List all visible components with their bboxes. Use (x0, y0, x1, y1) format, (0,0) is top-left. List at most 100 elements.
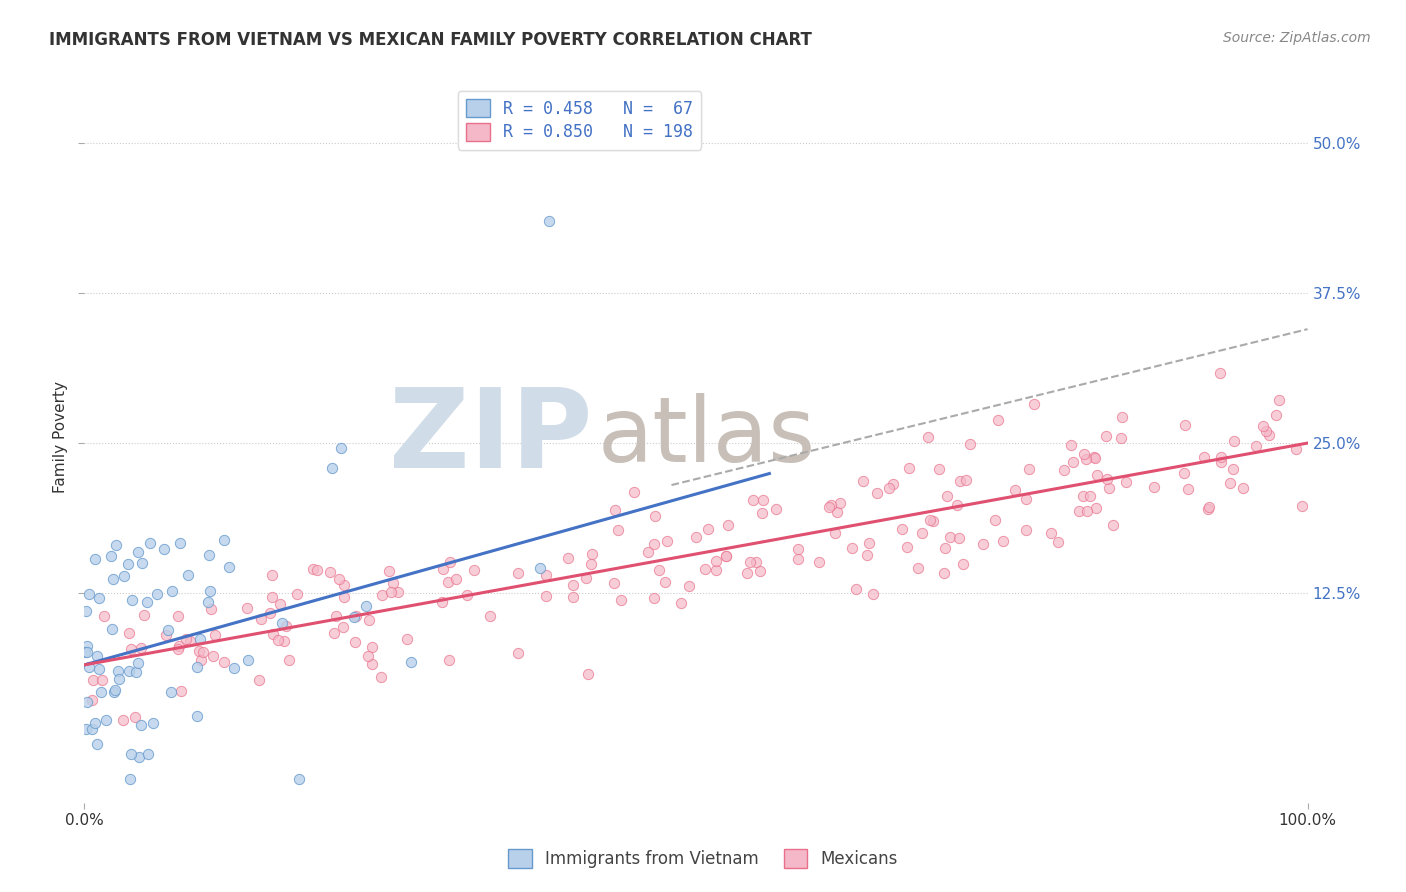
Point (330, 441, 353, 455)
Point (191, 645, 214, 659)
Point (1209, 455, 1232, 469)
Point (111, 713, 134, 727)
Point (1291, 499, 1313, 513)
Point (107, 664, 129, 678)
Point (1115, 475, 1137, 490)
Point (75, 604, 97, 618)
Point (167, 609, 190, 624)
Point (128, 750, 150, 764)
Point (1076, 504, 1098, 518)
Point (344, 608, 367, 623)
Point (877, 481, 900, 495)
Point (218, 560, 240, 574)
Point (1097, 472, 1119, 486)
Point (112, 569, 135, 583)
Point (186, 660, 208, 674)
Point (938, 530, 960, 544)
Point (249, 612, 271, 626)
Point (1080, 490, 1102, 504)
Point (1085, 468, 1108, 483)
Point (238, 653, 260, 667)
Point (190, 653, 212, 667)
Point (508, 646, 530, 660)
Point (955, 473, 977, 487)
Point (153, 542, 176, 557)
Point (752, 492, 775, 507)
Point (236, 601, 259, 615)
Point (1040, 526, 1063, 541)
Point (370, 670, 392, 684)
Point (444, 572, 467, 586)
Point (1102, 517, 1125, 532)
Point (643, 537, 665, 551)
Point (1073, 447, 1095, 461)
Point (858, 536, 880, 550)
Point (333, 577, 356, 591)
Point (1022, 397, 1045, 411)
Text: IMMIGRANTS FROM VIETNAM VS MEXICAN FAMILY POVERTY CORRELATION CHART: IMMIGRANTS FROM VIETNAM VS MEXICAN FAMIL… (49, 31, 813, 49)
Point (321, 461, 343, 475)
Point (136, 747, 159, 762)
Point (508, 566, 530, 581)
Point (654, 574, 676, 589)
Point (824, 525, 846, 540)
Point (121, 593, 143, 607)
Point (696, 522, 718, 536)
Point (1076, 452, 1098, 467)
Point (1069, 504, 1091, 518)
Point (845, 582, 868, 596)
Point (1209, 450, 1232, 465)
Point (1071, 489, 1094, 503)
Point (934, 566, 956, 580)
Point (267, 632, 290, 647)
Point (610, 592, 633, 607)
Point (437, 574, 460, 589)
Point (169, 640, 191, 654)
Point (387, 585, 409, 599)
Point (1083, 450, 1105, 464)
Point (741, 492, 763, 507)
Point (820, 499, 842, 513)
Point (1094, 429, 1116, 443)
Point (136, 595, 159, 609)
Point (198, 583, 221, 598)
Point (644, 508, 666, 523)
Point (1264, 408, 1286, 422)
Point (918, 513, 941, 527)
Point (557, 550, 579, 565)
Point (748, 565, 770, 579)
Point (1223, 434, 1246, 448)
Point (717, 518, 740, 533)
Point (322, 626, 344, 640)
Point (581, 547, 603, 561)
Point (685, 530, 707, 544)
Point (82, 673, 104, 687)
Point (378, 564, 401, 578)
Point (75, 722, 97, 736)
Point (278, 653, 301, 667)
Point (959, 436, 981, 450)
Point (637, 544, 659, 558)
Point (534, 589, 557, 603)
Point (607, 524, 630, 538)
Point (202, 648, 225, 663)
Point (94, 713, 117, 727)
Point (305, 563, 328, 577)
Point (1197, 501, 1219, 516)
Point (354, 599, 377, 614)
Point (1209, 367, 1232, 381)
Point (439, 653, 461, 667)
Point (274, 619, 297, 633)
Point (987, 413, 1010, 427)
Point (359, 613, 381, 627)
Point (77, 660, 100, 674)
Point (124, 709, 146, 723)
Point (643, 591, 665, 606)
Point (765, 502, 787, 516)
Point (93, 608, 115, 623)
Point (866, 486, 889, 500)
Point (86, 648, 108, 663)
Point (155, 628, 177, 642)
Point (89, 662, 111, 676)
Point (108, 672, 131, 686)
